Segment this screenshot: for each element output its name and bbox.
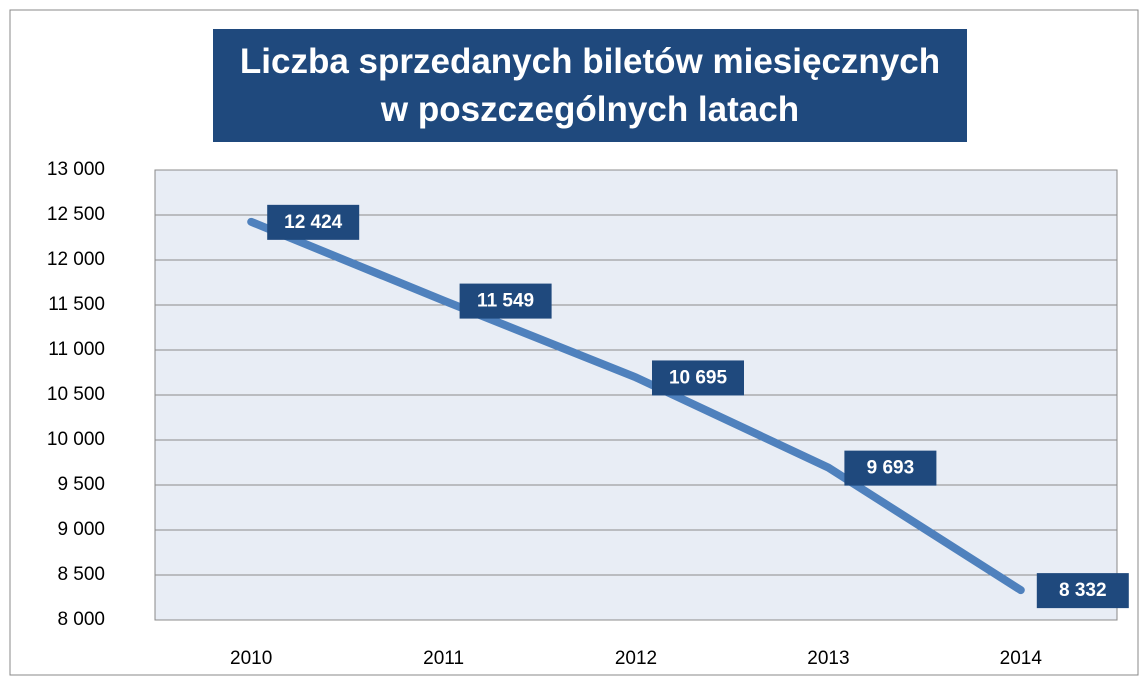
y-tick-label: 13 000 — [47, 159, 105, 180]
x-tick-label: 2011 — [423, 648, 464, 669]
y-tick-label: 10 500 — [47, 384, 105, 405]
value-label-box — [267, 204, 360, 240]
value-label: 11 549 — [477, 291, 534, 312]
line — [247, 217, 1025, 595]
x-tick-label: 2013 — [807, 648, 849, 669]
y-tick-label: 12 000 — [47, 249, 105, 270]
y-tick-label: 10 000 — [47, 429, 105, 450]
value-label-box — [1036, 573, 1129, 609]
chart-title: Liczba sprzedanych biletów miesięcznych … — [213, 29, 967, 142]
y-tick-label: 11 000 — [48, 339, 105, 360]
x-tick-label: 2012 — [615, 648, 657, 669]
value-label: 10 695 — [669, 367, 728, 388]
y-tick-label: 9 000 — [57, 519, 105, 540]
y-tick-label: 12 500 — [47, 204, 105, 225]
value-label-box — [652, 360, 744, 396]
y-tick-label: 8 500 — [57, 564, 105, 585]
y-tick-label: 8 000 — [57, 609, 105, 630]
y-tick-label: 11 500 — [48, 294, 105, 315]
x-tick-label: 2014 — [1000, 648, 1043, 669]
value-label-box — [459, 283, 552, 319]
y-tick-label: 9 500 — [57, 474, 105, 495]
value-label: 9 693 — [867, 458, 915, 479]
value-label: 12 424 — [284, 212, 343, 233]
value-label-box — [844, 450, 937, 486]
value-label: 8 332 — [1059, 580, 1107, 601]
x-tick-label: 2010 — [230, 648, 272, 669]
